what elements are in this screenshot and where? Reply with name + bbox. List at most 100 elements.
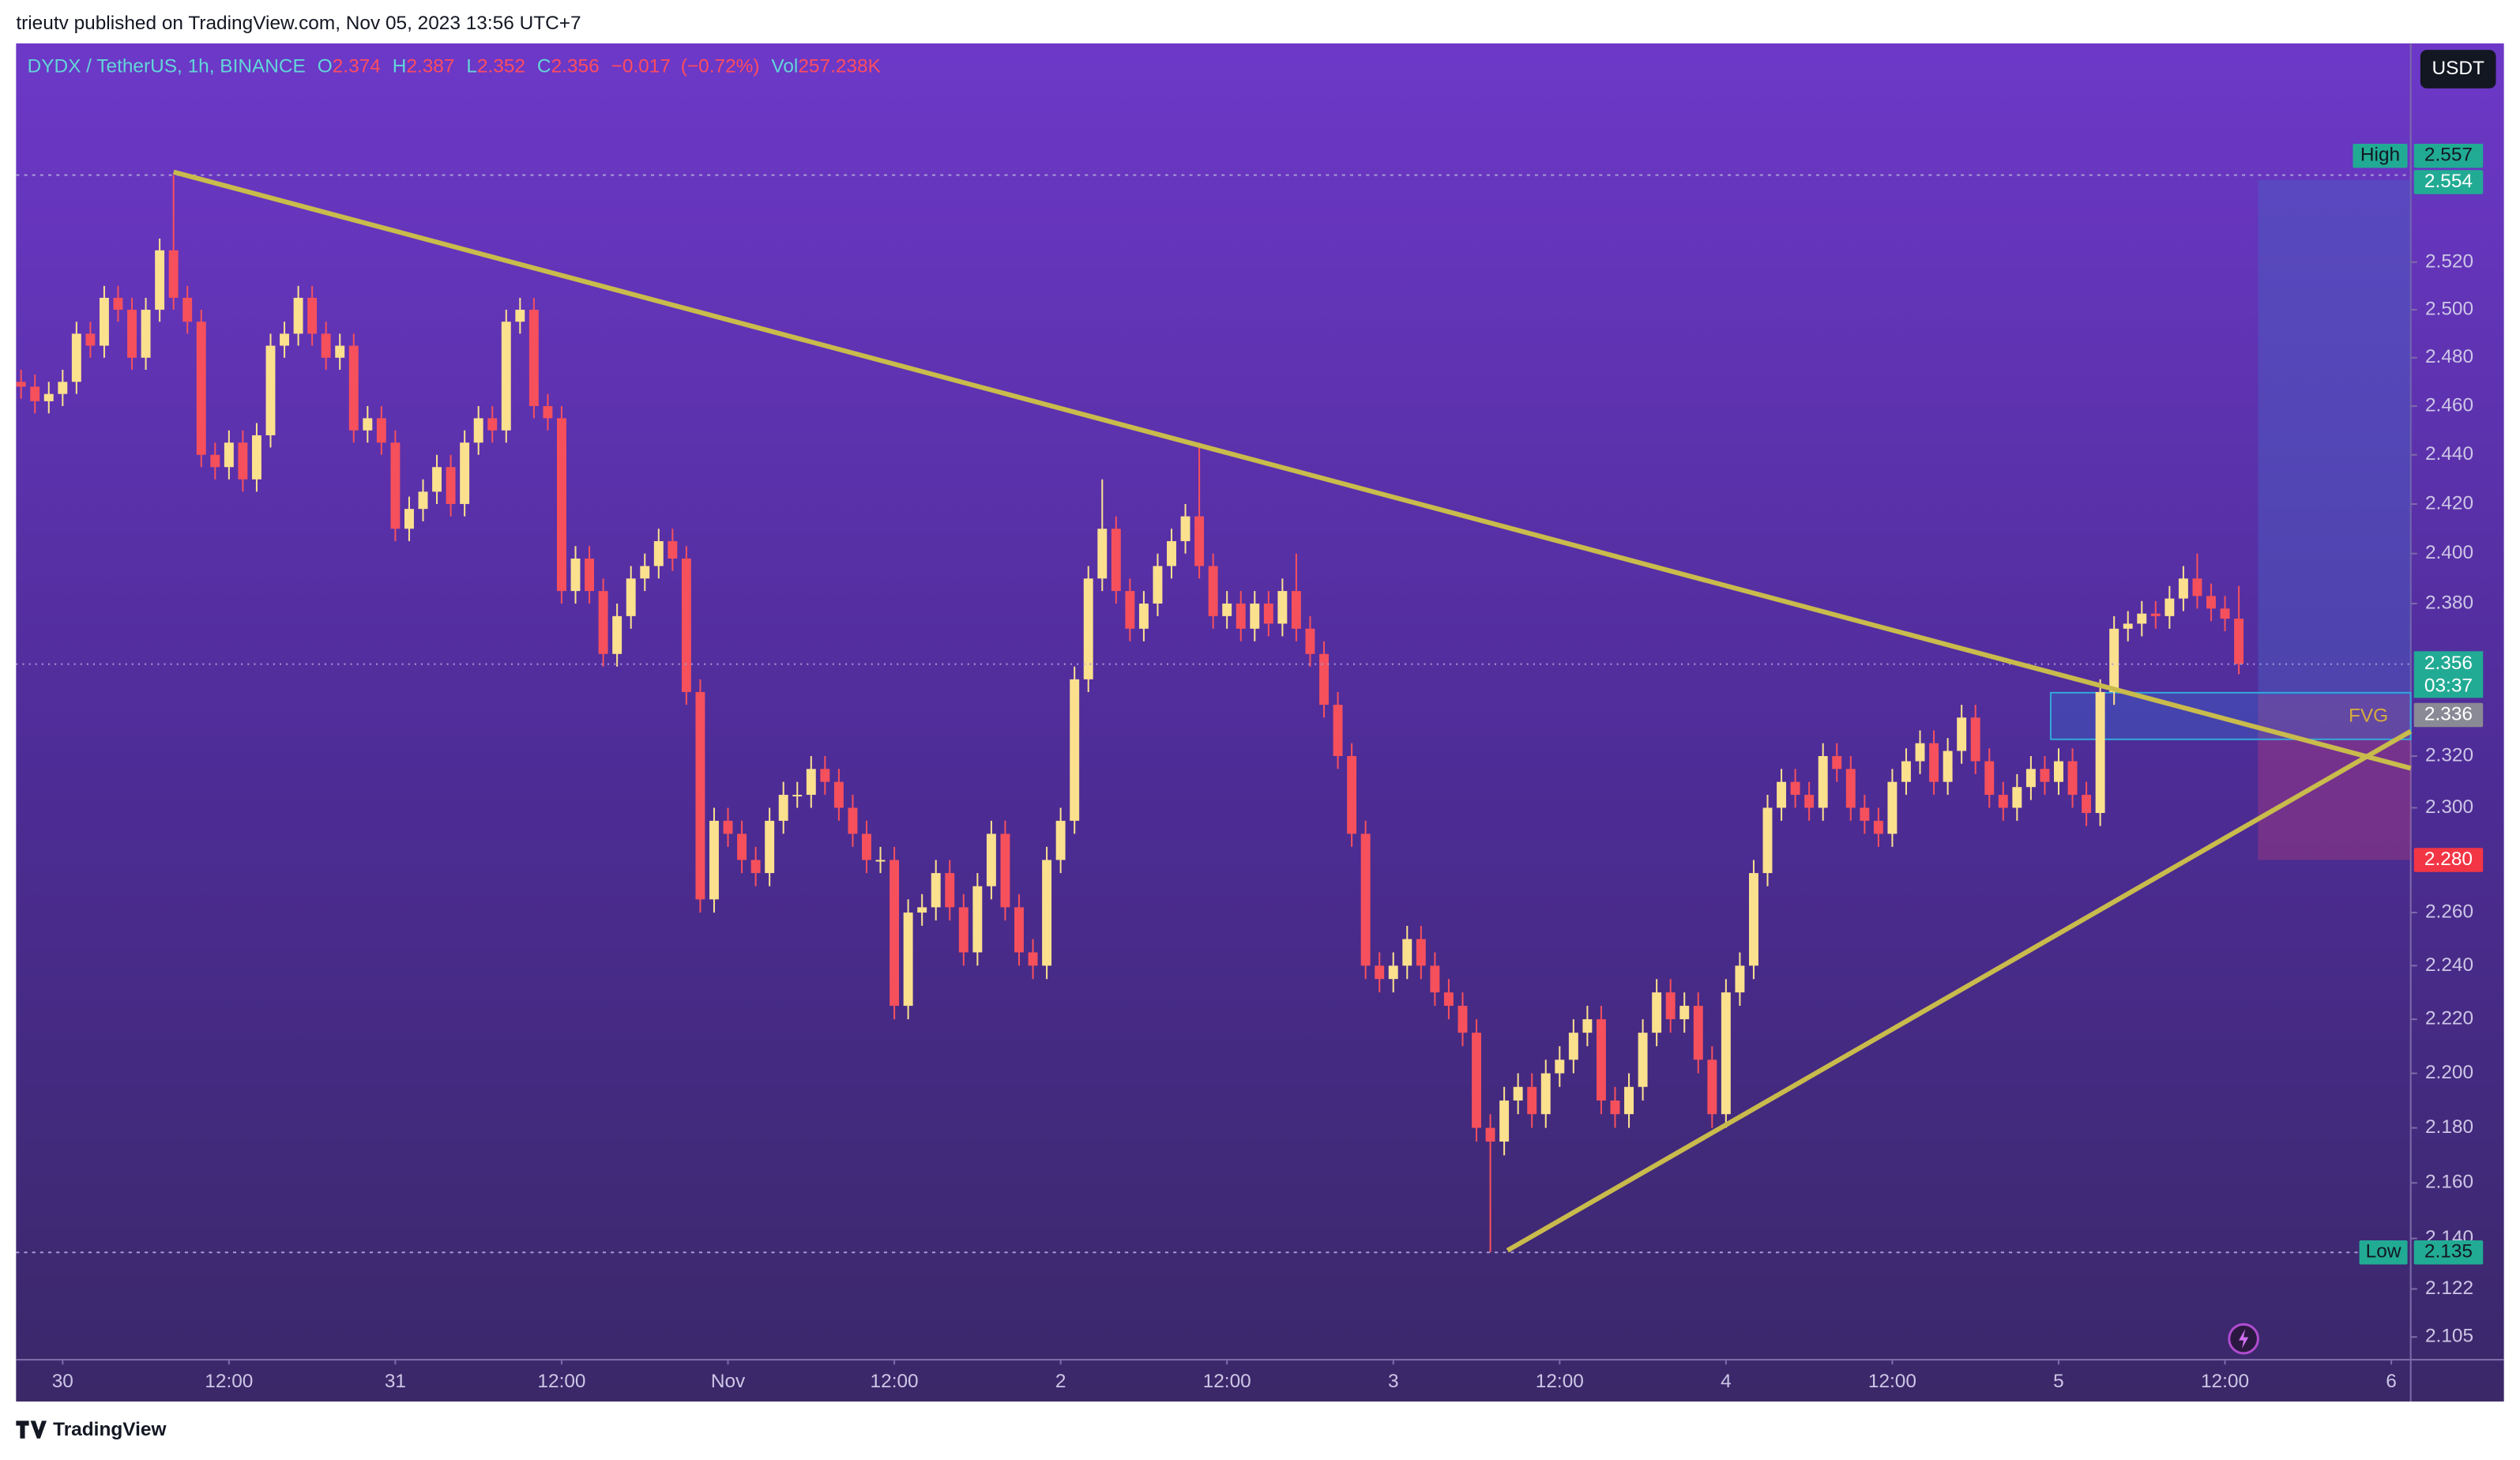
low-prefix: L [466,56,477,77]
y-tick-label: 2.122 [2425,1278,2473,1299]
candle-body [99,297,109,346]
candle-body [2095,691,2105,814]
currency-label[interactable]: USDT [2432,58,2484,79]
low-price-label: 2.135 [2424,1241,2473,1262]
candle-body [1707,1059,1717,1115]
candle-body [1610,1100,1620,1115]
candle-body [1679,1006,1690,1020]
y-tick-label: 2.380 [2425,592,2473,613]
countdown-label: 03:37 [2424,675,2473,697]
ascending-trendline[interactable] [1506,728,2413,1253]
y-tick-label: 2.480 [2425,346,2473,367]
candle-body [251,435,261,480]
candle-body [543,406,553,419]
long-target-zone[interactable] [2258,179,2411,694]
candle-body [460,442,470,504]
candle-body [293,297,303,334]
candle-body [1055,820,1066,860]
candle-body [1915,743,1925,762]
candle-body [2012,787,2022,808]
candle-body [2165,598,2175,616]
currency-button[interactable] [2420,50,2496,88]
candle-body [1277,591,1288,624]
target-price-label: 2.554 [2424,171,2473,192]
candle-body [626,578,636,616]
candle-body [640,566,650,579]
y-tick-label: 2.460 [2425,394,2473,416]
candle-body [958,907,969,953]
candle-body [307,297,318,334]
high-tag: High [2360,145,2400,166]
y-tick-label: 2.440 [2425,443,2473,465]
candle-body [2054,761,2063,782]
candle-body [903,912,913,1007]
candle-body [363,418,373,431]
candle-body [1860,807,1870,821]
candle-body [2067,761,2078,796]
candle-body [862,833,871,860]
candle-body [1901,761,1911,782]
change-value: −0.017 [611,56,671,77]
candle-body [1097,529,1108,579]
candle-body [1360,833,1371,966]
target-price-label-box [2413,170,2484,194]
candle-body [1291,591,1301,629]
candle-body [1319,653,1329,706]
candle-body [1943,751,1953,782]
candle-body [1388,965,1398,980]
candle-body [709,820,719,900]
candle-body [1111,529,1121,592]
candle-body [1887,781,1898,834]
attribution: trieutv published on TradingView.com, No… [16,13,581,34]
ohlc-legend: DYDX / TetherUS, 1h, BINANCE O2.374 H2.3… [28,56,881,77]
candle-body [1028,952,1038,966]
y-tick-label: 2.260 [2425,901,2473,923]
candle-body [238,442,248,480]
candle-body [1665,992,1676,1020]
last-price-label: 2.356 [2424,653,2473,674]
candles [16,174,2411,1254]
candle-body [2137,613,2147,624]
candle-body [390,442,401,529]
candle-body [1582,1019,1593,1033]
candle-body [1375,965,1385,980]
stop-price-label-box [2413,848,2484,872]
high-prefix: H [393,56,407,77]
candle-body [1762,807,1773,874]
candle-body [1167,540,1176,566]
candle-body [1984,761,1995,796]
stop-price-label: 2.280 [2424,849,2473,870]
candle-body [528,310,539,407]
candle-body [446,467,456,504]
open-prefix: O [318,56,333,77]
candle-body [1624,1086,1634,1115]
x-tick-label: 12:00 [871,1371,919,1392]
candle-body [1000,833,1010,908]
candle-body [723,820,733,834]
candle-body [113,297,123,310]
x-tick-label: 3 [1388,1371,1399,1392]
y-tick-label: 2.300 [2425,796,2473,818]
open-value: 2.374 [333,56,381,77]
candle-body [2040,769,2050,782]
x-tick-label: Nov [711,1371,746,1392]
fvg-zone[interactable] [2049,691,2412,740]
candle-body [1735,965,1745,993]
candle-body [890,860,900,1007]
fvg-price-label: 2.336 [2424,703,2473,724]
candle-body [917,907,927,913]
candle-body [1638,1033,1648,1087]
candle-body [1042,860,1052,966]
candle-body [585,558,595,592]
candle-body [1998,795,2008,808]
candle-body [182,297,193,322]
candle-body [1652,992,1662,1033]
candle-body [875,860,886,862]
candle-body [1457,1006,1468,1033]
y-tick-label: 2.160 [2425,1172,2473,1193]
candle-body [1194,516,1205,566]
candle-body [2109,628,2119,692]
candle-body [265,345,276,435]
descending-trendline[interactable] [172,169,2412,771]
